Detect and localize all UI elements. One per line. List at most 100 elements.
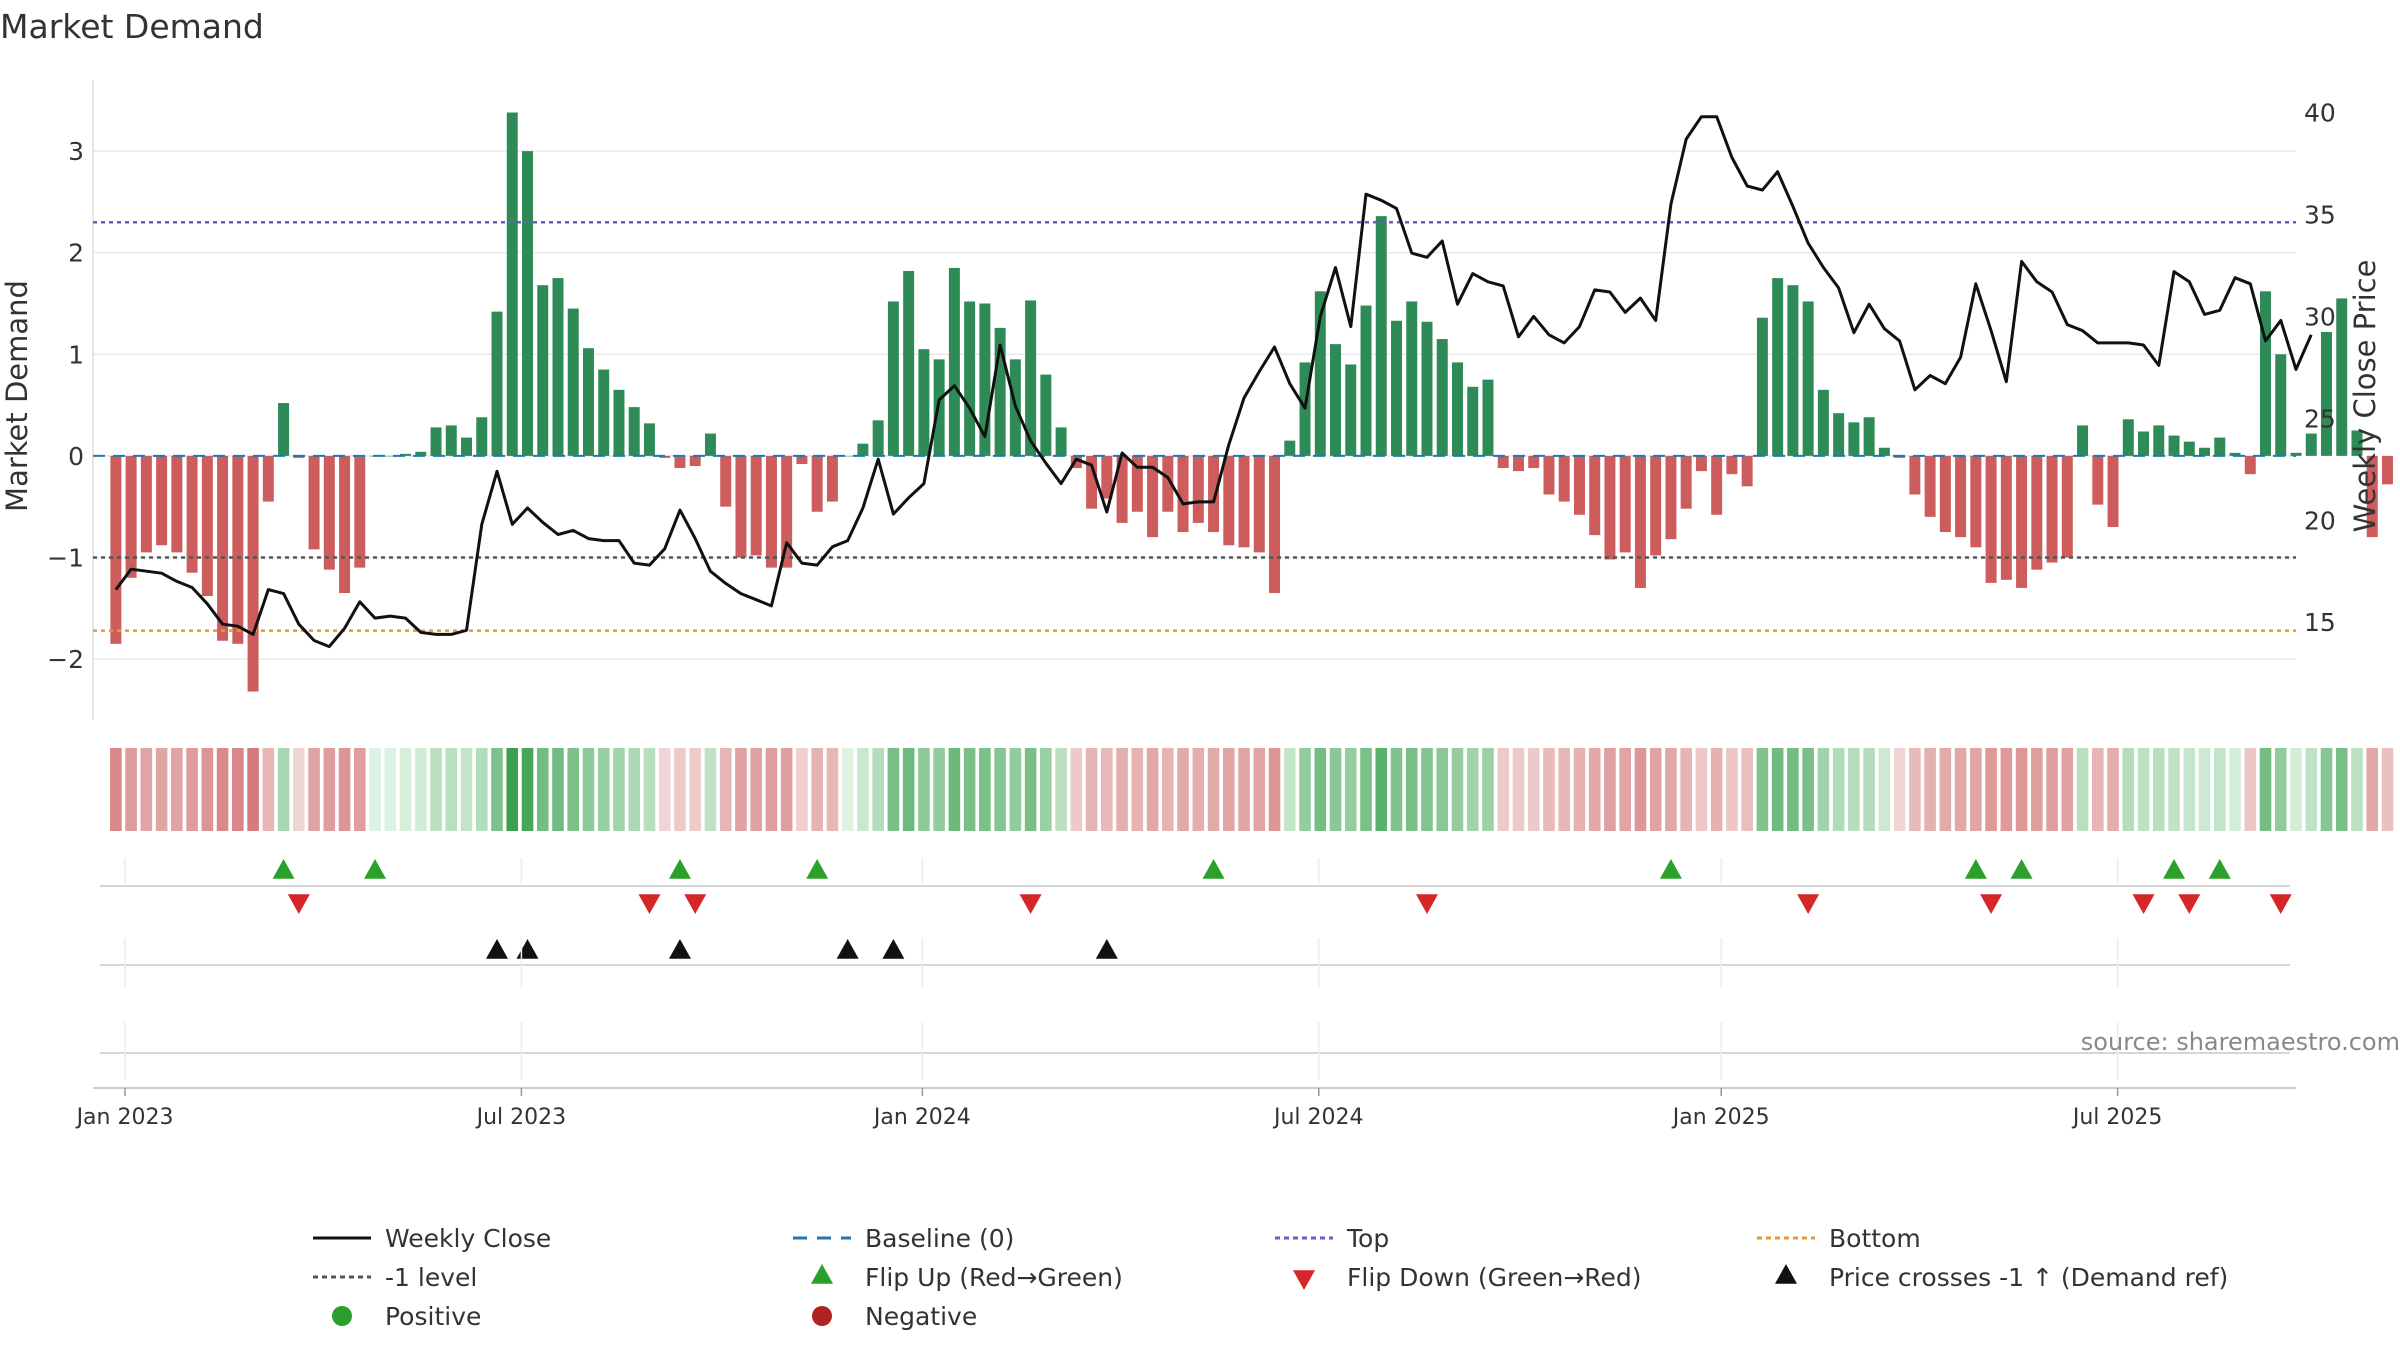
right-tick-label: 30 — [2304, 302, 2336, 331]
demand-bar — [2183, 441, 2195, 456]
demand-bar — [872, 420, 884, 456]
x-tick-label: Jan 2024 — [872, 1105, 971, 1130]
band-cell — [1756, 748, 1769, 831]
reference-lines — [93, 220, 2296, 632]
band-cell — [1802, 748, 1814, 831]
demand-bar — [186, 455, 198, 573]
legend-item: Positive — [332, 1302, 481, 1331]
demand-bar — [948, 267, 960, 456]
band-cell — [2152, 748, 2165, 831]
demand-bar — [293, 455, 305, 458]
band-cell — [1466, 748, 1479, 831]
demand-bar — [308, 455, 320, 550]
demand-bar — [1848, 422, 1860, 456]
demand-bar — [567, 308, 579, 456]
demand-bar — [1909, 455, 1921, 495]
flip-down-marker — [2269, 894, 2292, 914]
band-cell — [1177, 748, 1189, 831]
right-axis-label: Weekly Close Price — [2348, 260, 2382, 533]
demand-bar — [2000, 455, 2012, 580]
demand-bar — [522, 151, 533, 456]
demand-bar — [750, 455, 762, 556]
price-series — [114, 115, 2313, 649]
demand-bar — [156, 455, 168, 546]
band-cell — [1604, 748, 1616, 831]
legend-item: Flip Up (Red→Green) — [811, 1263, 1123, 1292]
flip-up-marker — [2010, 859, 2033, 879]
demand-bar — [2214, 437, 2226, 456]
flip-down-marker — [1980, 894, 2003, 914]
band-cell — [765, 748, 778, 831]
band-cell — [1253, 748, 1266, 831]
left-tick-label: −2 — [47, 645, 84, 674]
right-tick-label: 35 — [2304, 201, 2336, 230]
band-cell — [963, 748, 976, 831]
demand-bar — [1147, 455, 1159, 538]
right-tick-label: 40 — [2304, 99, 2336, 128]
demand-bar — [1573, 455, 1585, 515]
band-cell — [780, 748, 793, 831]
band-cell — [1665, 748, 1677, 831]
band-cell — [613, 748, 625, 831]
band-cell — [1421, 748, 1433, 831]
band-cell — [338, 748, 351, 831]
band-cell — [1588, 748, 1601, 831]
demand-bar — [1391, 320, 1402, 456]
band-cell — [552, 748, 564, 831]
flip-down-marker — [684, 894, 707, 914]
band-cell — [1878, 748, 1891, 831]
band-cell — [2366, 748, 2379, 831]
demand-bar — [887, 301, 899, 456]
band-cell — [2229, 748, 2241, 831]
band-cell — [1299, 748, 1311, 831]
band-cell — [1954, 748, 1967, 831]
band-cell — [1893, 748, 1906, 831]
legend-item: -1 level — [313, 1263, 477, 1292]
flip-up-marker — [668, 859, 691, 879]
band-cell — [1710, 748, 1723, 831]
band-cell — [2137, 748, 2150, 831]
demand-bar — [643, 423, 655, 456]
right-tick-label: 15 — [2304, 608, 2336, 637]
left-tick-label: 1 — [68, 340, 84, 369]
demand-bar — [1467, 386, 1479, 456]
demand-bar — [552, 278, 564, 456]
demand-bar — [1101, 455, 1113, 499]
flip-up-marker — [272, 859, 295, 879]
chart-title: Market Demand — [0, 7, 264, 46]
band-cell — [125, 748, 137, 831]
demand-bar — [1741, 455, 1753, 487]
demand-bar — [1711, 455, 1723, 515]
demand-bar — [689, 455, 701, 467]
demand-bar — [582, 348, 594, 456]
demand-bar — [2107, 455, 2119, 527]
band-cell — [1741, 748, 1753, 831]
legend-swatch — [1293, 1270, 1315, 1290]
band-cell — [1283, 748, 1296, 831]
demand-bar — [537, 285, 549, 456]
band-cell — [369, 748, 381, 831]
legend: Weekly Close Baseline (0) Top Bottom -1 leve… — [313, 1224, 2228, 1331]
flip-up-marker — [364, 859, 387, 879]
band-cell — [2046, 748, 2058, 831]
demand-bar — [811, 455, 823, 512]
demand-bar — [1650, 455, 1662, 556]
band-cell — [2076, 748, 2089, 831]
band-cell — [2335, 748, 2348, 831]
band-cell — [979, 748, 991, 831]
band-cell — [1101, 748, 1113, 831]
demand-bar — [2244, 455, 2256, 475]
band-cell — [1390, 748, 1403, 831]
demand-bar — [2366, 455, 2378, 538]
band-cell — [902, 748, 915, 831]
demand-bar — [1589, 455, 1601, 536]
price-cross-strip — [100, 939, 2290, 966]
x-tick-label: Jan 2023 — [75, 1105, 174, 1130]
demand-bar — [1772, 278, 1784, 456]
demand-bar — [2199, 447, 2211, 456]
band-cell — [1695, 748, 1708, 831]
legend-item: Price crosses -1 ↑ (Demand ref) — [1775, 1263, 2228, 1292]
legend-item: Flip Down (Green→Red) — [1293, 1263, 1642, 1292]
legend-item: Weekly Close — [313, 1224, 551, 1253]
band-cell — [1070, 748, 1083, 831]
